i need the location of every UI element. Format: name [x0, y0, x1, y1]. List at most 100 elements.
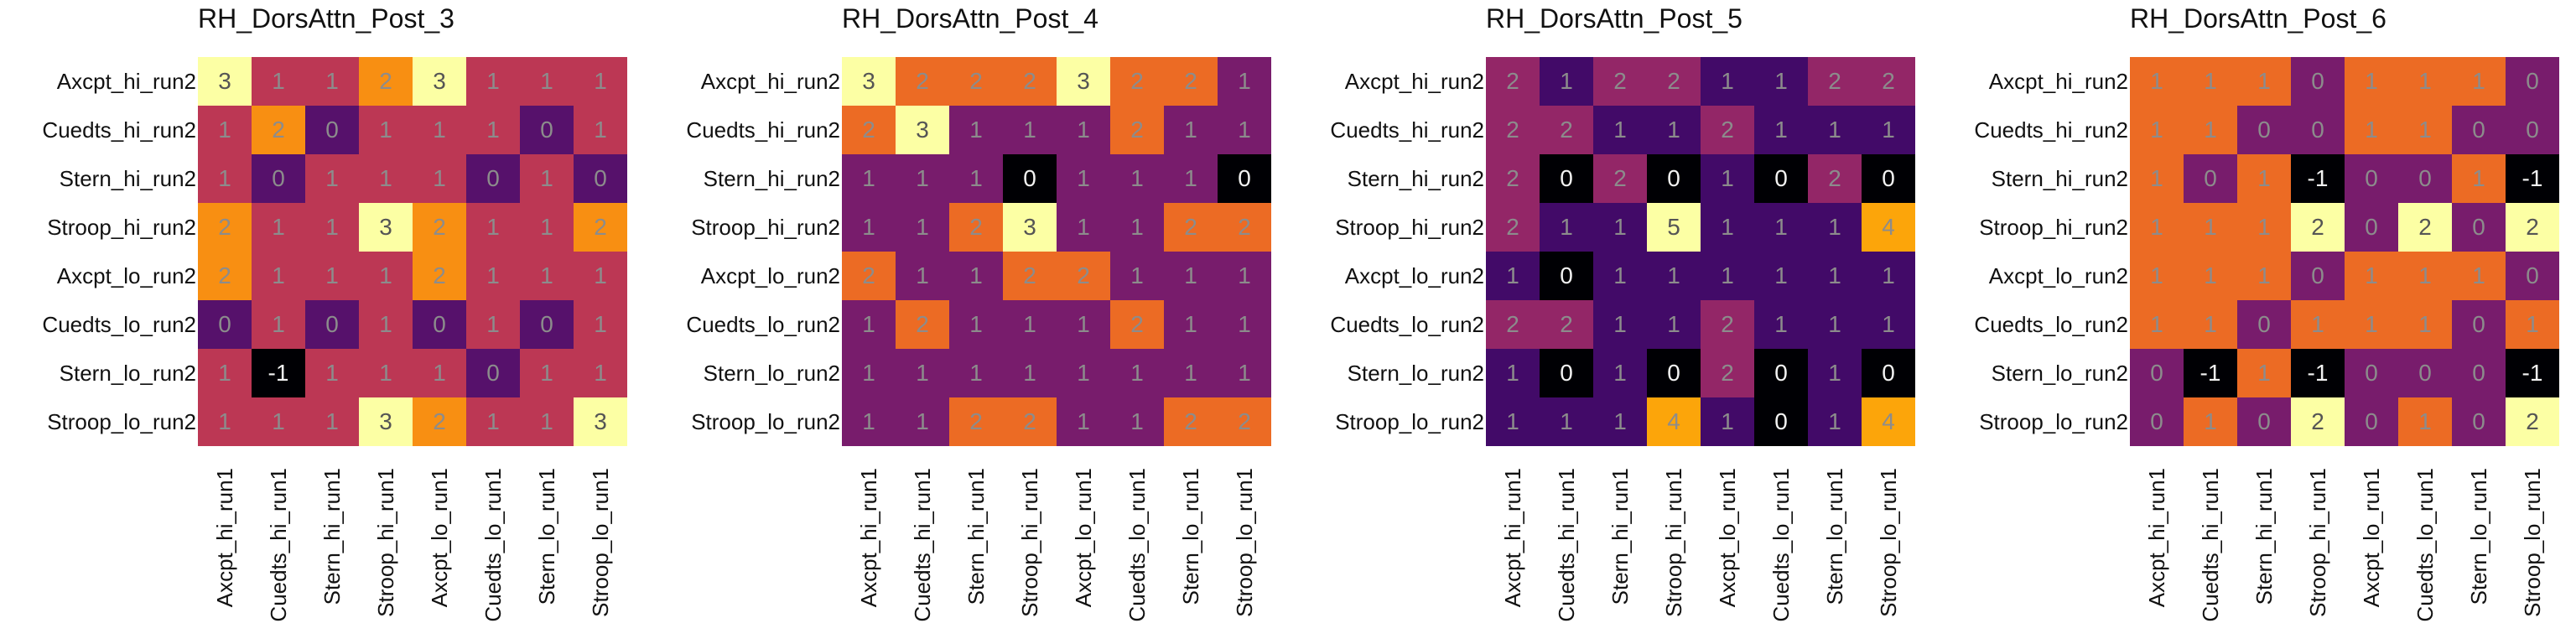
- heatmap-cell: 1: [2184, 252, 2237, 300]
- heatmap-cell: 2: [413, 397, 466, 446]
- heatmap-cell: 1: [1593, 106, 1647, 154]
- column-label-axcpt-hi-run1: Axcpt_hi_run1: [2144, 468, 2169, 608]
- heatmap-cell: 1: [1003, 300, 1057, 349]
- heatmap-cell: 1: [2398, 300, 2452, 349]
- heatmap-cell: 1: [949, 154, 1003, 203]
- heatmap-cell: 0: [1862, 349, 1915, 397]
- heatmap-cell: 1: [252, 300, 305, 349]
- heatmap-cell: 1: [1808, 203, 1862, 252]
- chart-title: RH_DorsAttn_Post_5: [1486, 3, 1742, 34]
- heatmap-cell: 1: [359, 154, 413, 203]
- heatmap-cell: 1: [520, 154, 574, 203]
- column-label-cuedts-hi-run1: Cuedts_hi_run1: [2198, 468, 2223, 622]
- heatmap-cell: 2: [949, 203, 1003, 252]
- heatmap-cell: 1: [842, 203, 896, 252]
- heatmap-cell: 1: [2237, 57, 2291, 106]
- heatmap-cell: 0: [2452, 203, 2506, 252]
- heatmap-cell: 4: [1862, 397, 1915, 446]
- heatmap-cell: 2: [896, 57, 949, 106]
- column-label-axcpt-lo-run1: Axcpt_lo_run1: [1071, 468, 1096, 608]
- heatmap-cell: 2: [2506, 397, 2559, 446]
- heatmap-cell: 1: [2345, 106, 2398, 154]
- heatmap-cell: 1: [574, 252, 627, 300]
- heatmap-cell: 0: [2345, 154, 2398, 203]
- column-label-cuedts-hi-run1: Cuedts_hi_run1: [266, 468, 291, 622]
- heatmap-cell: 0: [574, 154, 627, 203]
- heatmap-cell: 1: [520, 349, 574, 397]
- heatmap-cell: 1: [1003, 106, 1057, 154]
- heatmap-cell: 3: [842, 57, 896, 106]
- row-label-cuedts-hi-run2: Cuedts_hi_run2: [686, 117, 840, 143]
- heatmap-cell: 0: [305, 106, 359, 154]
- heatmap-cell: 1: [2452, 154, 2506, 203]
- column-label-stroop-lo-run1: Stroop_lo_run1: [1232, 468, 1257, 617]
- column-label-cell: Cuedts_lo_run1: [466, 468, 520, 636]
- heatmap-cell: 5: [1647, 203, 1701, 252]
- column-label-cell: Cuedts_hi_run1: [1540, 468, 1593, 636]
- heatmap-cell: 1: [252, 397, 305, 446]
- heatmap-cell: 2: [1218, 397, 1271, 446]
- heatmap-cell: 0: [1647, 154, 1701, 203]
- heatmap-cell: 1: [2398, 252, 2452, 300]
- heatmap-cell: 4: [1862, 203, 1915, 252]
- heatmap-cell: 1: [520, 57, 574, 106]
- heatmap-cell: 0: [1540, 349, 1593, 397]
- heatmap-cell: 0: [1647, 349, 1701, 397]
- heatmap-cell: 0: [466, 349, 520, 397]
- heatmap-cell: 1: [1218, 106, 1271, 154]
- heatmap-cell: -1: [2506, 349, 2559, 397]
- heatmap-cell: 1: [359, 252, 413, 300]
- heatmap-cell: 1: [896, 154, 949, 203]
- column-label-cell: Stroop_lo_run1: [1862, 468, 1915, 636]
- column-label-cell: Stroop_hi_run1: [359, 468, 413, 636]
- heatmap-cell: 1: [1110, 349, 1164, 397]
- heatmap-panel: RH_DorsAttn_Post_5 Axcpt_hi_run2 2 1 2 2 1 1 2 2 C…: [1288, 0, 1932, 644]
- heatmap-cell: 0: [1003, 154, 1057, 203]
- heatmap-cell: 1: [896, 349, 949, 397]
- heatmap-cell: 3: [359, 203, 413, 252]
- heatmap-cell: 2: [359, 57, 413, 106]
- heatmap-cell: 2: [949, 57, 1003, 106]
- heatmap-cell: 1: [842, 397, 896, 446]
- heatmap-cell: 1: [2184, 203, 2237, 252]
- heatmap-cell: 2: [1701, 349, 1754, 397]
- heatmap-cell: 0: [2130, 349, 2184, 397]
- heatmap-cell: 1: [1486, 397, 1540, 446]
- heatmap-cell: 2: [1486, 57, 1540, 106]
- column-label-cell: Axcpt_lo_run1: [1057, 468, 1110, 636]
- heatmap-cell: 1: [2184, 57, 2237, 106]
- heatmap-cell: 1: [949, 349, 1003, 397]
- heatmap-cell: 1: [2345, 300, 2398, 349]
- row-label-stern-hi-run2: Stern_hi_run2: [703, 166, 840, 191]
- heatmap-cell: 1: [1754, 57, 1808, 106]
- heatmap-panel: RH_DorsAttn_Post_6 Axcpt_hi_run2 1 1 1 0 1 1 1 0 C…: [1932, 0, 2576, 644]
- heatmap-cell: 1: [896, 203, 949, 252]
- heatmap-cell: 1: [198, 106, 252, 154]
- heatmap-cell: 1: [1593, 203, 1647, 252]
- heatmap-cell: -1: [2291, 154, 2345, 203]
- row-label-cuedts-lo-run2: Cuedts_lo_run2: [42, 312, 196, 337]
- heatmap-cell: 1: [1862, 300, 1915, 349]
- column-label-stern-hi-run1: Stern_hi_run1: [963, 468, 989, 605]
- column-label-cuedts-hi-run1: Cuedts_hi_run1: [1554, 468, 1579, 622]
- heatmap-cell: 0: [1540, 154, 1593, 203]
- heatmap-cell: 1: [1057, 203, 1110, 252]
- heatmap-cell: 0: [2345, 203, 2398, 252]
- heatmap-cell: 2: [1486, 300, 1540, 349]
- heatmap-cell: 2: [1110, 300, 1164, 349]
- heatmap-cell: -1: [2291, 349, 2345, 397]
- heatmap-cell: -1: [2184, 349, 2237, 397]
- heatmap-cell: 1: [574, 106, 627, 154]
- heatmap-cell: 1: [2345, 252, 2398, 300]
- heatmap-cell: 0: [520, 106, 574, 154]
- heatmap-cell: 1: [1862, 106, 1915, 154]
- heatmap-cell: 1: [520, 397, 574, 446]
- heatmap-cell: 3: [1057, 57, 1110, 106]
- heatmap-cell: 0: [1862, 154, 1915, 203]
- heatmap-cell: 1: [1701, 252, 1754, 300]
- heatmap-cell: 0: [1218, 154, 1271, 203]
- row-label-cuedts-hi-run2: Cuedts_hi_run2: [42, 117, 196, 143]
- heatmap-cell: 1: [2130, 203, 2184, 252]
- row-label-stern-lo-run2: Stern_lo_run2: [703, 361, 840, 386]
- heatmap-cell: 0: [1754, 349, 1808, 397]
